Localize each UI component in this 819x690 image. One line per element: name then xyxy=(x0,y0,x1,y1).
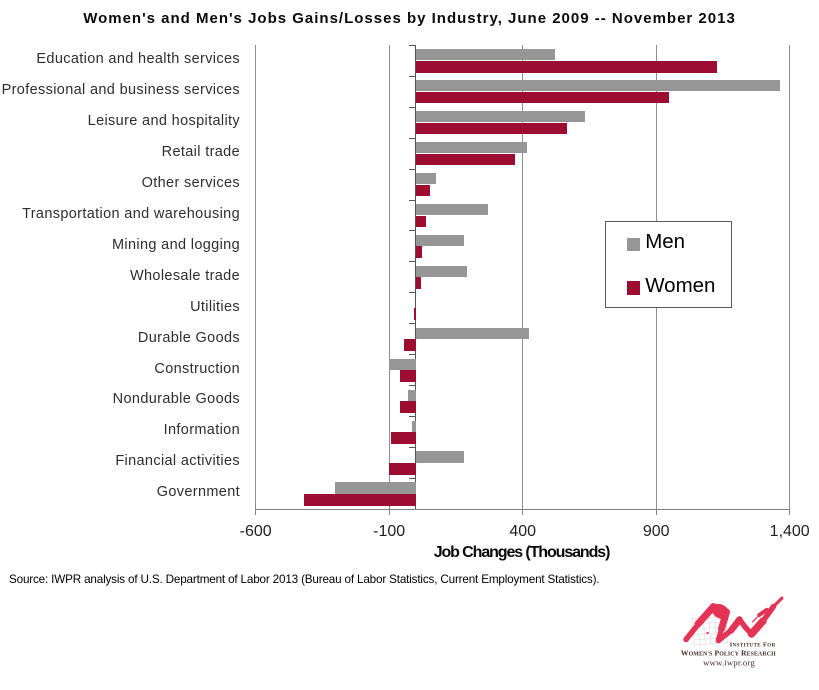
svg-text:www.iwpr.org: www.iwpr.org xyxy=(703,658,755,668)
svg-text:WOMEN'S POLICY RESEARCH: WOMEN'S POLICY RESEARCH xyxy=(681,649,776,658)
svg-text:INSTITUTE FOR: INSTITUTE FOR xyxy=(730,642,776,649)
